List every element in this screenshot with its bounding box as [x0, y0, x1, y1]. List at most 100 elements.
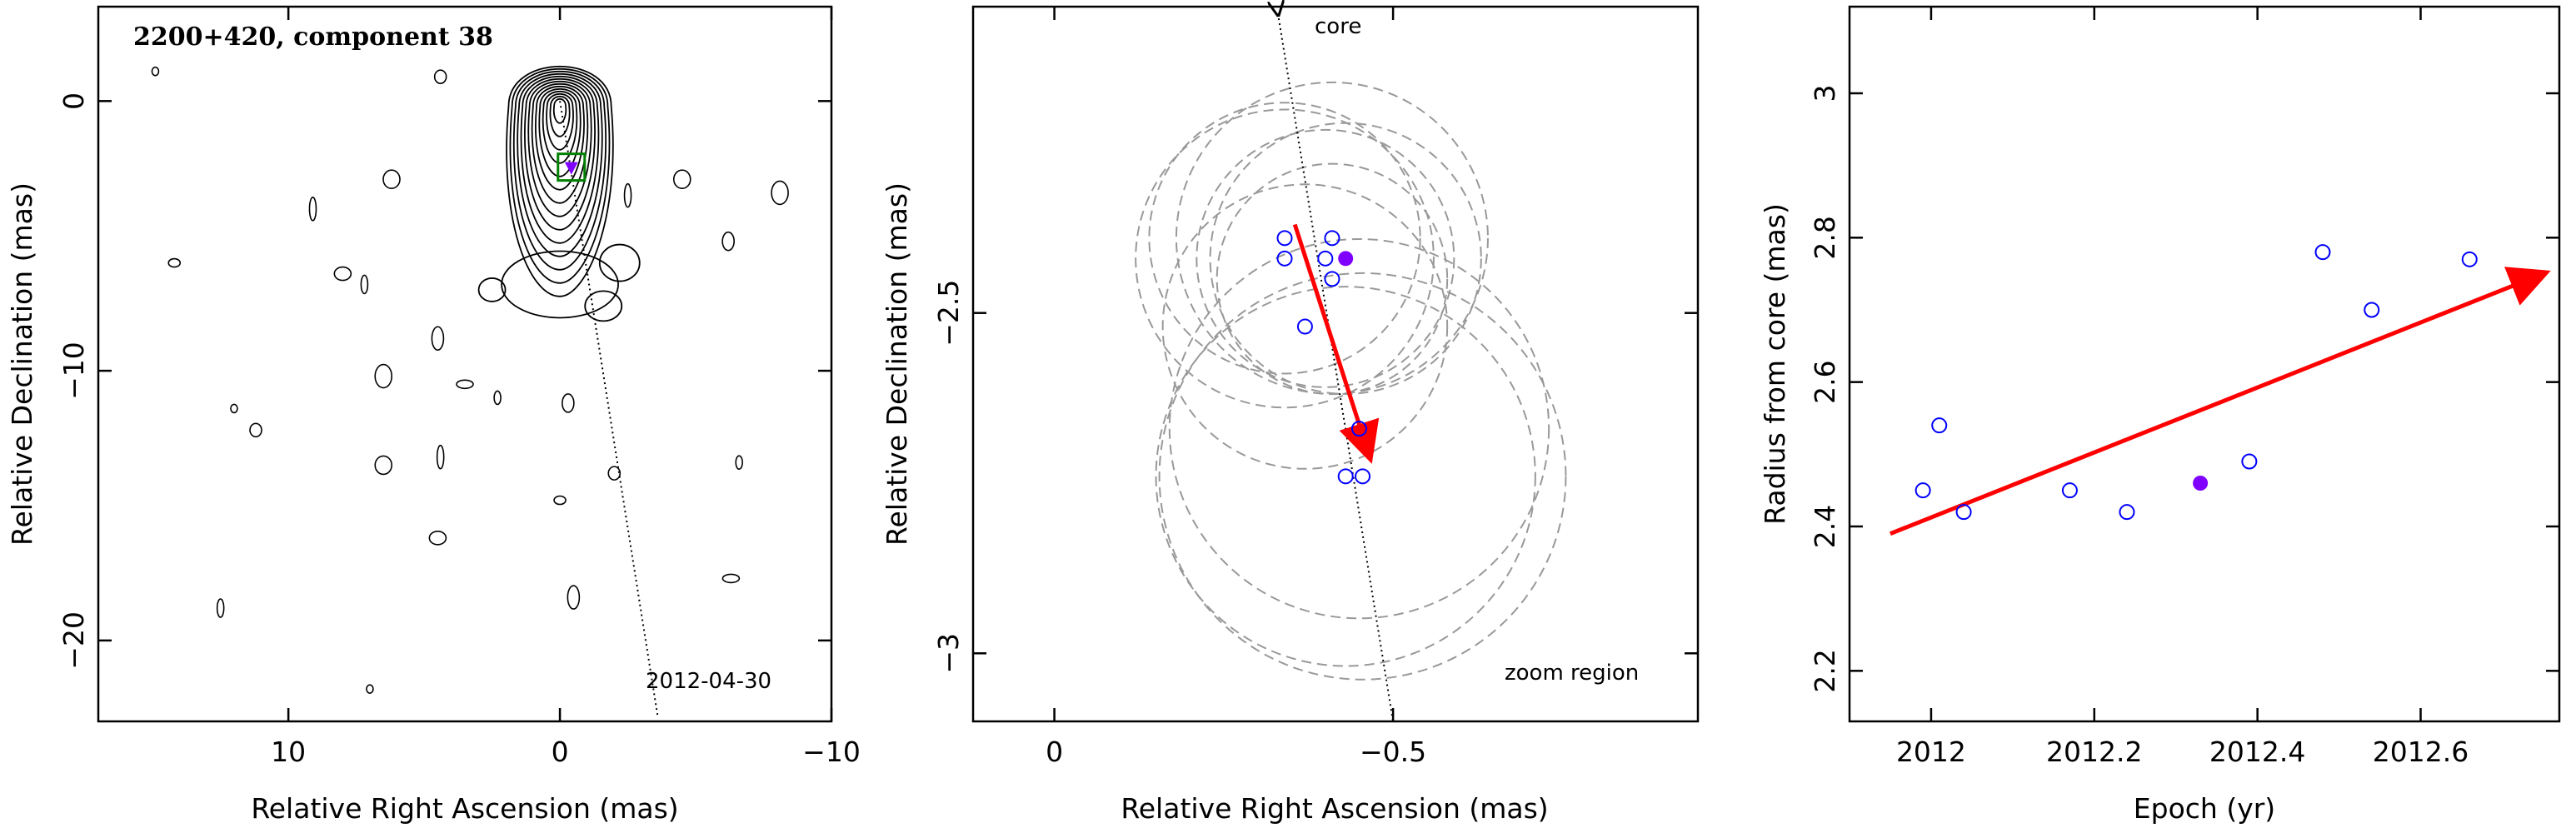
contour-line: [493, 390, 502, 406]
x-tick-label: 10: [271, 736, 306, 768]
contour-line: [527, 81, 592, 217]
contour-line: [517, 73, 603, 257]
contour-line: [552, 97, 567, 124]
error-circle: [1148, 102, 1421, 375]
contour-line: [436, 444, 445, 470]
contour-line: [721, 573, 741, 584]
x-axis-title: Epoch (yr): [2134, 792, 2275, 825]
contour-line: [531, 82, 589, 204]
y-tick-label: 2.6: [1809, 360, 1841, 403]
x-tick-label: 2012.6: [2373, 736, 2469, 768]
contour-line: [366, 684, 374, 694]
contour-line: [428, 531, 447, 546]
contour-line: [584, 290, 623, 322]
x-tick-label: 0: [1046, 736, 1063, 768]
data-point-open: [1337, 468, 1354, 485]
contour-line: [598, 243, 641, 282]
contour-line: [542, 90, 578, 164]
contour-line: [151, 66, 160, 77]
contour-line: [360, 274, 369, 295]
x-tick-label: 2012.4: [2209, 736, 2305, 768]
contour-line: [506, 65, 614, 297]
error-circle: [1196, 128, 1455, 388]
x-tick-label: 0: [552, 736, 569, 768]
contour-line: [512, 71, 607, 271]
data-point-open: [1296, 318, 1313, 335]
axis-ticks: 10 0 −10 0 −10 −20: [57, 7, 861, 768]
contour-line: [167, 257, 182, 268]
y-tick-label: −3: [932, 633, 965, 674]
contour-line: [538, 88, 582, 177]
y-tick-label: −20: [57, 611, 90, 670]
contour-line: [456, 379, 474, 390]
contour-line: [501, 250, 619, 319]
contour-line: [721, 231, 735, 252]
panel-title: 2200+420, component 38: [133, 22, 493, 52]
data-point-open: [1276, 230, 1293, 247]
position-points: [1276, 230, 1371, 485]
contour-line: [216, 598, 225, 618]
data-point-open: [2461, 251, 2478, 267]
motion-arrow: [1292, 223, 1380, 464]
contour-line: [623, 182, 632, 208]
y-tick-label: 2.4: [1809, 505, 1841, 548]
data-point-open: [1955, 504, 1972, 521]
contour-line: [549, 95, 571, 137]
contour-line: [333, 266, 352, 282]
data-point-open: [1324, 271, 1340, 287]
trend-arrow: [1890, 267, 2551, 536]
error-circle: [1216, 162, 1449, 396]
y-axis-title: Relative Declination (mas): [881, 182, 913, 546]
error-circle: [1135, 108, 1435, 409]
y-tick-label: 2.8: [1809, 216, 1841, 259]
jet-direction-line: [559, 101, 659, 716]
contour-line: [607, 466, 622, 481]
error-circles: [1135, 81, 1567, 681]
epoch-label: 2012-04-30: [646, 669, 771, 694]
data-point-open: [2061, 482, 2078, 499]
contour-line: [433, 69, 447, 84]
data-point-open: [1350, 421, 1367, 437]
zoom-region-box: [557, 152, 587, 182]
radius-points: [1915, 244, 2478, 521]
zoom-region-label: zoom region: [1505, 661, 1639, 686]
data-point-open: [1355, 468, 1371, 485]
y-tick-label: 2.2: [1809, 649, 1841, 692]
contour-line: [374, 363, 393, 389]
contour-plot: [151, 65, 789, 694]
y-tick-label: −2.5: [932, 280, 965, 347]
contour-line: [509, 67, 611, 284]
plot-frame: [97, 5, 833, 723]
contour-line: [382, 169, 401, 190]
data-point-open: [1276, 250, 1293, 267]
contour-line: [562, 393, 575, 413]
error-circle: [1161, 183, 1449, 470]
data-point-open: [1931, 417, 1948, 434]
x-axis-title: Relative Right Ascension (mas): [1121, 792, 1548, 825]
x-tick-label: −0.5: [1360, 736, 1426, 768]
plot-frame: [971, 5, 1700, 723]
contour-line: [535, 86, 585, 191]
core-label: core: [1315, 14, 1361, 39]
data-point-open: [2241, 453, 2258, 470]
contour-line: [672, 169, 691, 190]
contour-line: [520, 75, 600, 244]
data-point-open: [1317, 250, 1334, 267]
error-circle: [1175, 81, 1489, 395]
y-tick-label: −10: [57, 342, 90, 400]
panel-radius-vs-epoch: 2012 2012.2 2012.4 2012.6 2.2 2.4 2.6 2.8 3 Epoc…: [1759, 5, 2561, 825]
data-point-open: [2119, 504, 2135, 521]
error-circle: [1209, 122, 1482, 395]
data-point-open: [1915, 482, 1931, 499]
contour-line: [431, 326, 445, 352]
x-axis-title: Relative Right Ascension (mas): [251, 792, 678, 825]
error-circle: [1155, 286, 1536, 667]
data-point-open: [2314, 244, 2331, 261]
x-tick-label: 2012.2: [2046, 736, 2142, 768]
y-tick-label: 3: [1809, 85, 1841, 102]
contour-line: [477, 277, 507, 302]
y-axis-title: Relative Declination (mas): [6, 182, 38, 546]
contour-line: [249, 422, 262, 438]
plot-frame: [1848, 5, 2561, 723]
contour-line: [523, 77, 596, 231]
